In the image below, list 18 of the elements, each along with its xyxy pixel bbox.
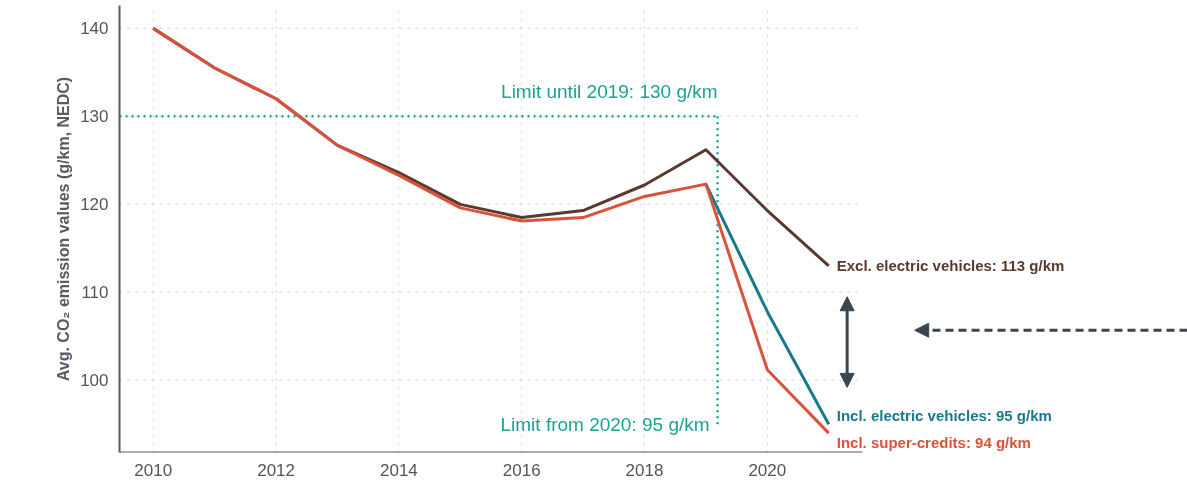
series-label: Excl. electric vehicles: 113 g/km: [836, 257, 1065, 275]
y-tick-label: 120: [80, 195, 109, 215]
y-tick-label: 130: [80, 107, 109, 127]
x-tick-label: 2010: [134, 460, 173, 480]
annotation: Limit from 2020: 95 g/km: [500, 413, 710, 435]
y-tick-label: 100: [80, 371, 109, 391]
x-tick-label: 2014: [379, 460, 418, 480]
ref-line-label: Limit until 2019: 130 g/km: [501, 81, 718, 103]
y-tick-label: 110: [81, 283, 109, 303]
x-tick-label: 2020: [748, 460, 787, 480]
x-tick-label: 2018: [625, 460, 664, 480]
series-label: Incl. super-credits: 94 g/km: [836, 433, 1031, 451]
x-tick-label: 2016: [502, 460, 541, 480]
y-axis-title: Avg. CO₂ emission values (g/km, NEDC): [55, 76, 73, 382]
line-series: [151, 26, 831, 435]
y-tick-label: 140: [80, 19, 109, 39]
series-label: Incl. electric vehicles: 95 g/km: [836, 406, 1052, 424]
x-tick-label: 2012: [257, 460, 295, 480]
